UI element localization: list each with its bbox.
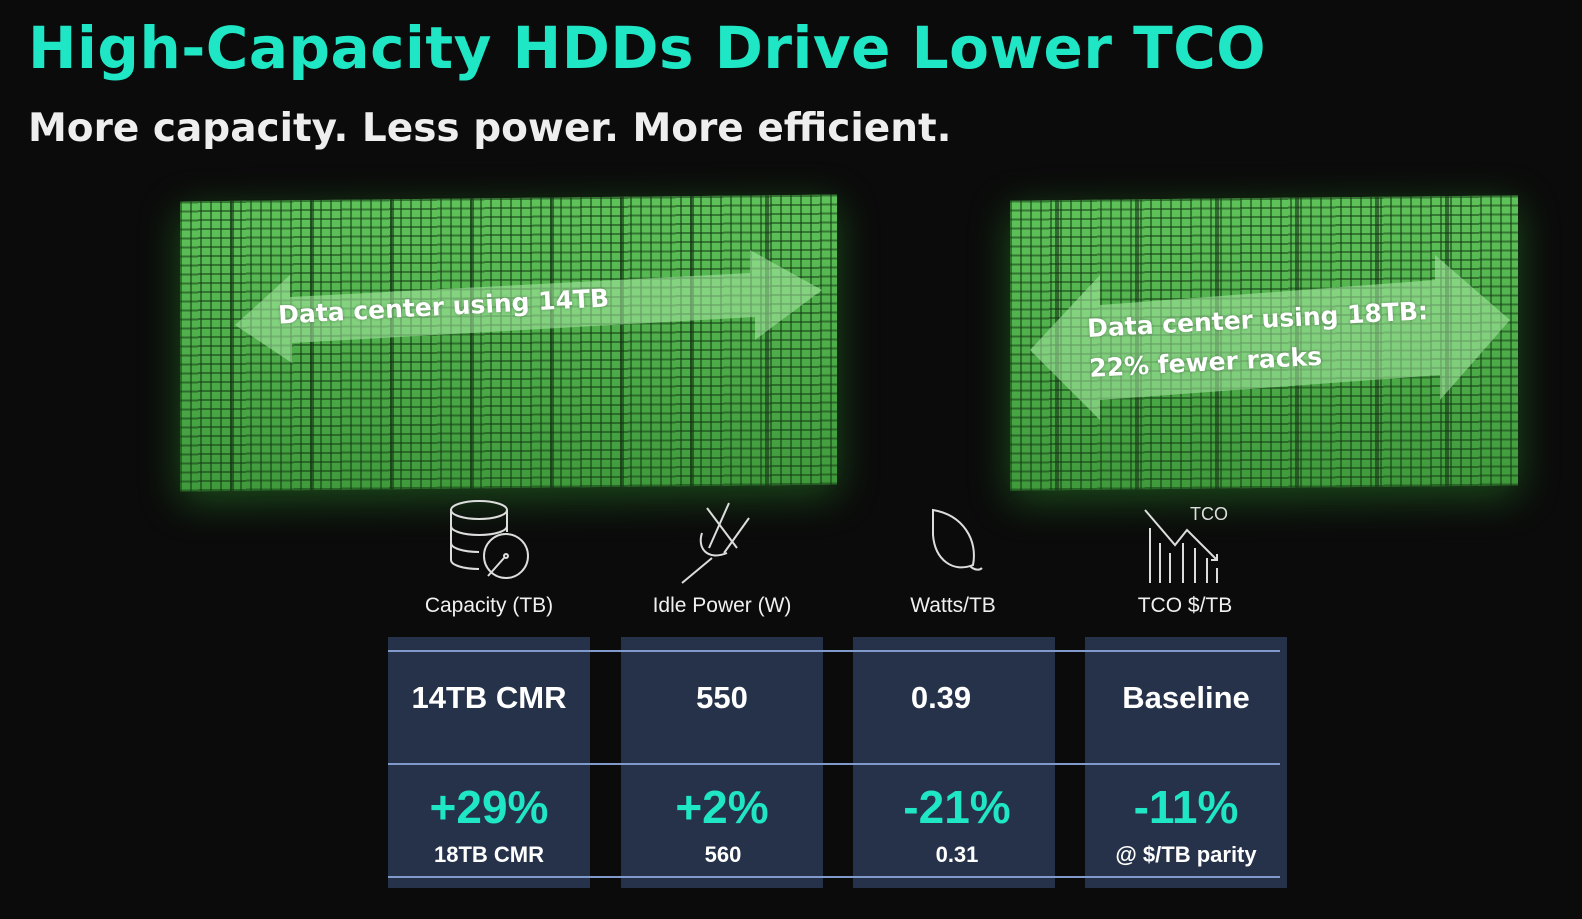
- detail-value: 18TB CMR: [433, 842, 544, 867]
- divider: [388, 876, 1280, 878]
- power-plug-off-icon: [681, 502, 750, 584]
- slide-subtitle: More capacity. Less power. More efficien…: [28, 106, 952, 151]
- leaf-icon: [932, 508, 983, 571]
- database-disk-icon: [450, 500, 529, 579]
- baseline-value: Baseline: [1122, 680, 1250, 715]
- detail-value: @ $/TB parity: [1115, 842, 1257, 867]
- double-arrow-icon: [235, 250, 822, 363]
- slide-title: High-Capacity HDDs Drive Lower TCO: [28, 14, 1267, 82]
- metric-header-capacity: Capacity (TB): [374, 498, 604, 618]
- metric-label: TCO $/TB: [1137, 594, 1233, 617]
- change-value: +2%: [675, 781, 769, 833]
- detail-value: 560: [704, 842, 742, 867]
- tco-trend-down-icon: TCO: [1144, 504, 1228, 583]
- divider: [388, 650, 1280, 652]
- divider: [388, 763, 1280, 765]
- metric-label: Idle Power (W): [652, 594, 792, 617]
- metric-header-idle-power: Idle Power (W): [607, 498, 837, 618]
- metric-label: Watts/TB: [910, 594, 996, 617]
- baseline-value: 14TB CMR: [411, 680, 567, 715]
- baseline-value: 0.39: [910, 680, 972, 715]
- baseline-value: 550: [696, 680, 748, 715]
- change-value: +29%: [429, 781, 549, 833]
- metric-cell-watts-per-tb: [853, 637, 1055, 888]
- double-arrow-icon: [1030, 255, 1510, 420]
- change-value: -11%: [1133, 781, 1239, 833]
- metric-cell-idle-power: [621, 637, 823, 888]
- change-value: -21%: [903, 781, 1011, 833]
- metric-cell-capacity: [388, 637, 590, 888]
- tco-icon-text: TCO: [1190, 504, 1228, 524]
- detail-value: 0.31: [935, 842, 979, 867]
- metric-header-tco: TCO TCO $/TB: [1070, 498, 1300, 618]
- metric-label: Capacity (TB): [424, 594, 554, 617]
- metric-header-watts-per-tb: Watts/TB: [838, 498, 1068, 618]
- metric-cell-tco: [1085, 637, 1287, 888]
